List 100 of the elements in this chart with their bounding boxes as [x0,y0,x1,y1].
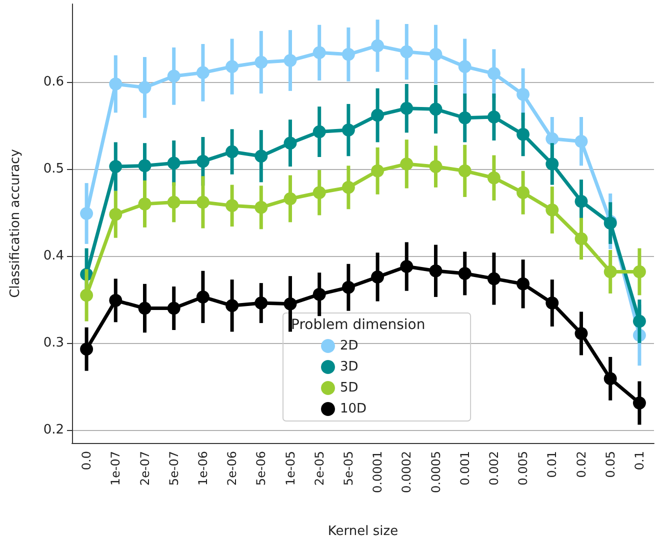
point [487,272,500,286]
point [254,150,268,163]
point [487,110,500,124]
x-tick-label: 0.1 [632,451,646,470]
x-tick-label: 2e-05 [312,451,326,486]
point [516,186,530,200]
x-tick-label: 5e-07 [166,451,181,486]
y-tick-label: 0.5 [43,162,64,177]
point [371,164,384,178]
point [546,132,559,146]
point [516,128,530,141]
point [312,288,326,301]
x-tick-label: 2e-06 [225,451,240,486]
legend-title: Problem dimension [291,317,426,333]
point [226,199,239,212]
point [196,154,210,168]
y-tick-label: 0.4 [43,248,64,264]
point [254,200,268,214]
point [254,56,268,69]
point [80,207,94,220]
point [574,134,588,148]
x-tick-label: 0.0 [80,451,94,470]
point [312,46,326,60]
point [342,180,355,194]
x-tick-label: 0.0001 [370,451,385,493]
point [371,39,384,52]
point [167,302,180,315]
x-tick-label: 1e-07 [108,451,123,486]
point [80,288,94,302]
point [138,159,152,172]
point [400,45,414,58]
point [80,342,94,356]
point [632,265,646,278]
point [312,125,326,138]
point [226,299,239,312]
point [226,60,239,74]
point [284,136,297,150]
point [196,196,210,209]
y-tick-label: 0.6 [43,74,64,90]
x-tick-label: 2e-07 [138,451,152,486]
point [604,372,617,386]
point [196,66,210,80]
x-axis-title: Kernel size [328,524,398,539]
legend-label: 2D [340,338,358,354]
point [109,294,122,307]
point [284,297,297,310]
point [167,70,180,83]
point [546,296,559,310]
point [458,111,472,124]
point [487,67,500,80]
point [138,197,152,210]
point [429,48,442,61]
point [342,280,355,294]
x-tick-label: 1e-06 [196,451,210,486]
x-tick-label: 5e-05 [341,451,356,486]
point [516,277,530,290]
point [458,164,472,178]
point [167,196,180,209]
point [342,124,355,137]
x-tick-label: 0.0002 [400,451,414,493]
point [371,108,384,122]
point [138,80,152,94]
point [284,54,297,67]
point [226,145,239,158]
point [574,194,588,208]
y-axis-title: Classification accuracy [8,148,23,298]
point [458,266,472,280]
legend-label: 5D [340,380,358,396]
legend-label: 3D [340,360,358,374]
x-tick-label: 1e-05 [283,451,298,486]
point [109,208,122,221]
point [371,270,384,284]
point [167,156,180,170]
point [574,232,588,246]
point [400,260,414,274]
point [604,265,617,278]
point [429,102,442,116]
point [284,192,297,206]
point [254,296,268,310]
point [487,171,500,184]
x-tick-label: 0.001 [458,451,472,486]
point [546,157,559,170]
point [196,290,210,304]
x-tick-label: 0.02 [574,451,588,478]
x-tick-label: 0.05 [603,451,618,478]
point [516,88,530,101]
x-tick-label: 5e-06 [254,451,268,486]
legend-label: 10D [340,402,367,416]
x-tick-label: 0.01 [545,451,560,478]
point [632,396,646,410]
point [546,204,559,217]
point [109,160,122,174]
x-tick-label: 0.005 [516,451,530,486]
point [400,157,414,170]
point [109,77,122,90]
point [312,186,326,200]
point [458,60,472,74]
point [342,48,355,61]
point [400,102,414,115]
point [429,264,442,278]
